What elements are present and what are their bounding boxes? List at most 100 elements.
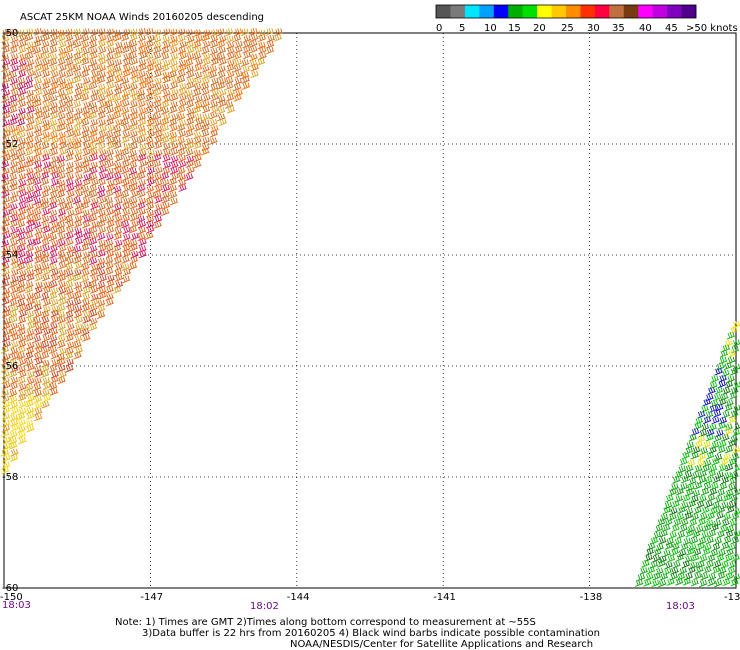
wind-barb [146,166,156,175]
wind-barb [82,251,91,259]
wind-barb [186,95,195,103]
wind-barb [161,117,170,126]
wind-barb [81,243,90,252]
wind-barb [33,263,42,272]
wind-barb [652,531,662,540]
wind-barb [733,381,740,390]
wind-barb [169,167,179,175]
wind-barb [65,173,75,181]
wind-barb [723,471,733,480]
wind-barb [74,316,84,325]
wind-barb [57,112,66,121]
wind-barb [692,530,701,539]
wind-barb [105,167,115,176]
note-line-1: Note: 1) Times are GMT 2)Times along bot… [115,617,536,628]
wind-barb [671,500,680,509]
wind-barb [49,280,58,289]
wind-barb [49,226,59,235]
wind-barb [177,106,186,114]
wind-barb [218,89,227,97]
wind-barb [694,482,703,490]
wind-barb [97,249,106,258]
wind-barb [58,94,67,102]
wind-barb [40,190,50,199]
wind-barb [1,268,10,276]
wind-barb [82,257,91,265]
wind-swath-right [635,320,740,588]
wind-barb [26,341,35,350]
wind-barb [33,71,42,79]
wind-barb [210,53,220,62]
wind-barb [49,106,59,115]
wind-barb [50,316,59,324]
wind-barb [209,137,218,145]
wind-barb [154,141,163,150]
wind-barb [154,135,163,144]
wind-barb [18,370,27,379]
wind-barb [41,208,51,216]
wind-barb [74,335,83,343]
wind-barb [33,310,43,319]
wind-barb [26,178,35,186]
wind-barb [106,160,115,169]
colorbar-segment [537,5,552,18]
wind-barb [72,245,82,254]
wind-barb [226,52,235,61]
wind-barb [114,100,123,109]
wind-barb [10,35,19,44]
wind-barb [34,346,43,355]
wind-barb [42,334,51,343]
wind-barb [106,70,116,79]
wind-barb [24,231,34,240]
wind-barb [725,399,734,407]
wind-barb [121,202,131,211]
wind-barb [130,28,139,37]
wind-barb [2,58,11,67]
wind-barb [106,279,115,288]
wind-barb [90,221,100,229]
wind-barb [8,143,18,152]
wind-barb [201,65,210,73]
wind-barb [26,173,35,181]
wind-barb [42,149,51,157]
wind-barb [73,351,82,360]
wind-barb [192,106,202,114]
wind-barb [88,35,98,43]
wind-barb [708,464,718,473]
wind-barb [50,376,59,384]
wind-barb [89,226,98,235]
wind-barb [674,470,684,479]
wind-barb [17,70,27,79]
wind-barb [725,530,734,539]
wind-barb [177,173,187,182]
wind-barb [42,167,51,175]
wind-barb [10,341,19,349]
wind-barb [194,95,204,104]
wind-barb [89,161,99,170]
wind-barb [233,94,242,102]
wind-barb [105,267,114,276]
wind-barb [106,215,115,224]
wind-barb [724,423,733,432]
wind-barb [695,565,704,574]
wind-barb [161,136,170,144]
wind-barb [48,202,58,210]
wind-barb [121,93,130,102]
colorbar-segment [479,5,495,18]
wind-barb [138,197,147,206]
wind-barb [17,286,26,294]
wind-barb [50,125,60,134]
wind-barb [225,82,234,91]
wind-barb [138,51,148,60]
wind-barb [657,559,666,568]
wind-barb [114,154,124,163]
wind-barb [105,226,115,235]
wind-barb [693,422,702,431]
wind-barb [668,513,677,521]
wind-barb [687,500,697,508]
wind-barb [65,281,74,289]
wind-barb [66,323,75,331]
wind-barb [90,202,99,210]
wind-barb [121,214,131,223]
wind-barb [1,28,11,37]
